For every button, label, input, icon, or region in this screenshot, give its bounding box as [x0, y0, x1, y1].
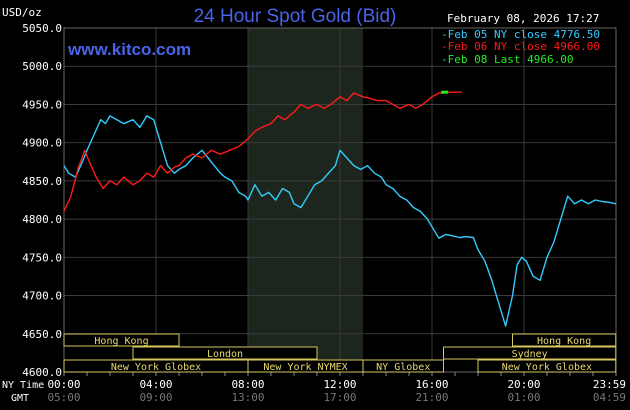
- session-bar: Hong Kong: [63, 333, 180, 347]
- session-bar: London: [132, 346, 318, 360]
- x-tick-label-gmt: 04:59: [593, 391, 626, 404]
- legend-item-feb08: -Feb 08 Last 4966.00: [441, 53, 573, 66]
- gmt-label: GMT: [11, 393, 29, 404]
- series-line: [63, 91, 462, 212]
- x-tick-label-gmt: 05:00: [47, 391, 80, 404]
- legend-item-feb06: -Feb 06 NY close 4966.00: [441, 40, 600, 53]
- x-tick-label-gmt: 09:00: [139, 391, 172, 404]
- legend: -Feb 05 NY close 4776.50 -Feb 06 NY clos…: [441, 28, 600, 66]
- session-box: [132, 346, 318, 360]
- x-tick-label-gmt: 17:00: [323, 391, 356, 404]
- session-label: NY Globex: [376, 362, 430, 373]
- session-bar: NY Globex: [362, 359, 444, 373]
- session-bar: New York NYMEX: [247, 359, 364, 373]
- y-tick-label: 4850.0: [22, 175, 62, 188]
- legend-dash-feb06: -: [441, 40, 448, 53]
- date-stamp: February 08, 2026 17:27: [447, 12, 599, 25]
- x-tick-label-gmt: 21:00: [415, 391, 448, 404]
- session-bar: Sydney: [443, 346, 617, 360]
- legend-item-feb05: -Feb 05 NY close 4776.50: [441, 28, 600, 41]
- legend-dash-feb05: -: [441, 28, 448, 41]
- session-bar: New York Globex: [477, 359, 617, 373]
- market-sessions: Hong Kong Hong Kong London Sydney New York G…: [63, 333, 617, 373]
- website-label: www.kitco.com: [67, 40, 191, 59]
- y-tick-label: 4750.0: [22, 251, 62, 264]
- session-label: New York Globex: [502, 362, 592, 373]
- x-tick-label-ny: 12:00: [323, 378, 356, 391]
- y-tick-label: 5050.0: [22, 22, 62, 35]
- session-label: Hong Kong: [94, 336, 148, 347]
- y-axis-ticks: 4600.0 4650.0 4700.0 4750.0 4800.0 4850.0 4900…: [22, 22, 62, 379]
- y-tick-label: 4800.0: [22, 213, 62, 226]
- ny-time-label: NY Time: [2, 380, 44, 391]
- session-box: [443, 346, 617, 360]
- unit-label: USD/oz: [2, 6, 42, 19]
- series-lines: [63, 90, 616, 327]
- x-tick-label-ny: 00:00: [47, 378, 80, 391]
- x-tick-label-ny: 16:00: [415, 378, 448, 391]
- session-bar: New York Globex: [63, 359, 249, 373]
- y-tick-label: 4650.0: [22, 328, 62, 341]
- session-label: Hong Kong: [537, 336, 591, 347]
- x-tick-label-gmt: 01:00: [507, 391, 540, 404]
- session-label: New York NYMEX: [263, 362, 347, 373]
- series-line: [63, 115, 616, 327]
- legend-dash-feb08: -: [441, 53, 448, 66]
- y-tick-label: 4700.0: [22, 290, 62, 303]
- y-tick-label: 5000.0: [22, 60, 62, 73]
- session-bar: Hong Kong: [512, 333, 617, 347]
- legend-label-feb05: Feb 05 NY close 4776.50: [448, 28, 600, 41]
- session-box: [512, 333, 617, 347]
- y-tick-label: 4950.0: [22, 98, 62, 111]
- legend-label-feb06: Feb 06 NY close 4966.00: [448, 40, 600, 53]
- x-tick-label-ny: 04:00: [139, 378, 172, 391]
- chart-title: 24 Hour Spot Gold (Bid): [194, 6, 397, 27]
- session-box: [477, 359, 617, 373]
- y-tick-label: 4600.0: [22, 366, 62, 379]
- x-tick-label-ny: 23:59: [593, 378, 626, 391]
- y-tick-label: 4900.0: [22, 137, 62, 150]
- session-box: [63, 333, 180, 347]
- x-tick-label-ny: 08:00: [231, 378, 264, 391]
- session-label: New York Globex: [111, 362, 201, 373]
- legend-label-feb08: Feb 08 Last 4966.00: [448, 53, 574, 66]
- x-tick-label-gmt: 13:00: [231, 391, 264, 404]
- session-label: London: [207, 349, 243, 360]
- session-box: [362, 359, 444, 373]
- session-label: Sydney: [512, 349, 548, 360]
- x-tick-label-ny: 20:00: [507, 378, 540, 391]
